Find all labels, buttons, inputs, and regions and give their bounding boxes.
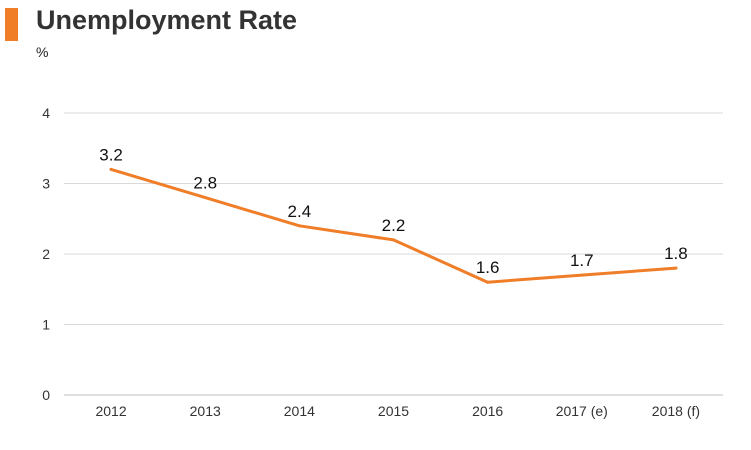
- data-labels: 3.2 2.8 2.4 2.2 1.6 1.7 1.8: [99, 145, 687, 277]
- data-point: [392, 238, 395, 242]
- y-axis-unit: %: [36, 44, 49, 60]
- data-point: [486, 280, 490, 284]
- series-layer: [109, 167, 678, 284]
- data-label: 1.7: [570, 251, 594, 270]
- data-point: [580, 273, 584, 277]
- data-label: 2.8: [193, 174, 217, 193]
- y-tick-label: 2: [42, 246, 50, 262]
- data-label: 3.2: [99, 145, 123, 164]
- x-tick-label: 2018 (f): [652, 403, 700, 419]
- data-label: 2.4: [288, 202, 312, 221]
- data-point: [674, 266, 678, 270]
- y-tick-label: 4: [42, 105, 50, 121]
- y-tick-labels: 0 1 2 3 4: [42, 105, 50, 403]
- y-tick-label: 1: [42, 317, 50, 333]
- data-label: 1.6: [476, 258, 500, 277]
- gridlines: [64, 112, 723, 396]
- data-point: [297, 224, 301, 228]
- data-label: 1.8: [664, 244, 688, 263]
- x-tick-label: 2015: [378, 403, 409, 419]
- chart-title: Unemployment Rate: [36, 5, 298, 35]
- data-point: [109, 167, 113, 171]
- x-tick-label: 2017 (e): [556, 403, 608, 419]
- x-tick-label: 2014: [284, 403, 315, 419]
- data-point: [203, 196, 207, 200]
- title-accent-bar: [5, 8, 18, 41]
- data-label: 2.2: [382, 216, 406, 235]
- y-tick-label: 0: [42, 387, 50, 403]
- x-tick-label: 2016: [472, 403, 503, 419]
- x-tick-label: 2012: [95, 403, 126, 419]
- x-tick-label: 2013: [190, 403, 221, 419]
- x-tick-labels: 2012 2013 2014 2015 2016 2017 (e) 2018 (f): [95, 403, 700, 419]
- y-tick-label: 3: [42, 176, 50, 192]
